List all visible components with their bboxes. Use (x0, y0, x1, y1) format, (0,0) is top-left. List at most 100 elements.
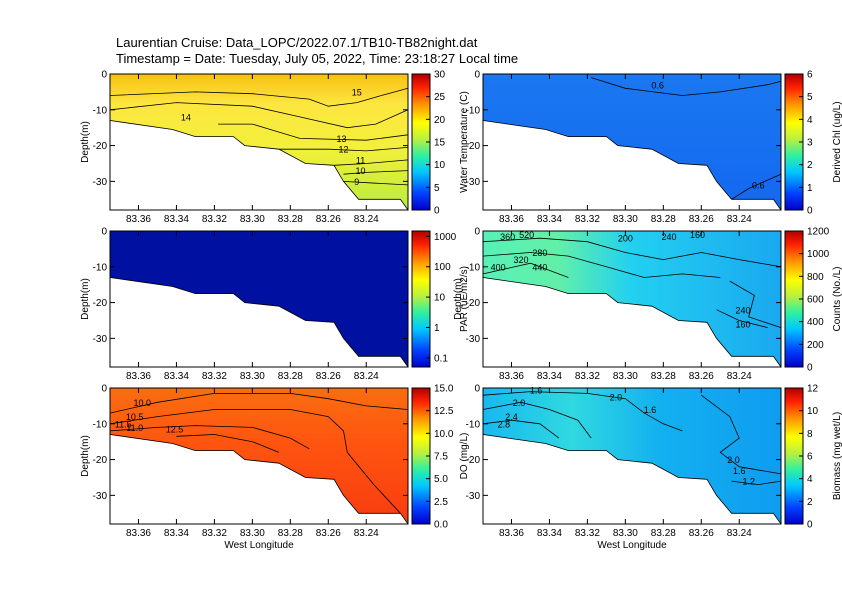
x-tick-label: 83.32 (202, 214, 227, 225)
contour-line (482, 262, 569, 278)
colorbar-tick-label: 400 (807, 317, 824, 328)
seabed-mask (109, 277, 409, 368)
contour-label: 1.6 (530, 385, 543, 395)
contour-line (482, 252, 721, 278)
contour-label: 0.6 (651, 80, 664, 90)
colorbar-tick-label: 1000 (434, 232, 457, 243)
colorbar-tick-label: 3 (807, 138, 813, 149)
y-tick-label: -30 (93, 491, 108, 502)
colorbar-tick-label: 2.5 (434, 497, 448, 508)
y-tick-label: -30 (466, 177, 481, 188)
x-tick-label: 83.26 (689, 214, 714, 225)
y-tick-label: -30 (466, 491, 481, 502)
colorbar-tick-label: 0 (807, 206, 813, 217)
colorbar-tick-label: 4 (807, 474, 813, 485)
colorbar-tick-label: 4 (807, 115, 813, 126)
colorbar (411, 230, 431, 368)
colorbar-tick-label: 0 (434, 206, 440, 217)
x-tick-label: 83.26 (316, 371, 341, 382)
y-tick-label: 0 (101, 384, 107, 395)
contour-label: 0.6 (752, 181, 765, 191)
seabed-mask (482, 120, 782, 211)
x-tick-label: 83.30 (613, 528, 638, 539)
contour-line (278, 147, 409, 152)
colorbar-label: DO (mg/L) (459, 433, 470, 480)
y-tick-label: -30 (93, 334, 108, 345)
x-tick-label: 83.36 (499, 528, 524, 539)
colorbar-label: Counts (No./L) (832, 266, 842, 331)
plot-frame (482, 73, 782, 211)
x-tick-label: 83.32 (202, 371, 227, 382)
x-tick-label: 83.24 (727, 371, 752, 382)
colorbar-tick-label: 5.0 (434, 474, 448, 485)
x-tick-label: 83.34 (537, 371, 562, 382)
colorbar-tick-label: 1200 (807, 227, 830, 238)
colorbar-tick-label: 100 (434, 262, 451, 273)
panel-do: 10.0 10.511.011.5 12.5 83.36 83.34 83.32 83.30… (80, 384, 470, 552)
y-axis-label: Depth(m) (80, 435, 91, 477)
contour-label: 1.2 (742, 477, 755, 487)
x-tick-label: 83.36 (126, 371, 151, 382)
y-axis-label: Depth(m) (80, 121, 91, 163)
x-axis-label: West Longitude (597, 540, 667, 551)
y-tick-label: -10 (93, 105, 108, 116)
plot-frame (482, 387, 782, 525)
plot-frame (109, 387, 409, 525)
contour-line (109, 102, 409, 129)
contour-label: 10.5 (126, 412, 144, 422)
contour-label: 11.0 (126, 423, 143, 433)
x-tick-label: 83.32 (575, 371, 600, 382)
panel-derived-chl: 0.6 0.6 83.36 83.34 83.32 83.30 83.28 83.26 83.2… (466, 70, 842, 226)
seabed-mask (109, 434, 409, 525)
contour-line (482, 419, 560, 439)
colorbar-tick-label: 2 (807, 497, 813, 508)
colorbar-tick-label: 15.0 (434, 384, 454, 395)
contour-label: 240 (736, 305, 751, 315)
colorbar-tick-label: 10 (434, 160, 446, 171)
colorbar-tick-label: 0.1 (434, 353, 448, 364)
colorbar-tick-label: 12 (807, 384, 819, 395)
colorbar-tick-label: 6 (807, 70, 813, 81)
contour-label: 10 (356, 166, 366, 176)
x-tick-label: 83.34 (164, 528, 189, 539)
x-tick-label: 83.26 (689, 371, 714, 382)
y-tick-label: -20 (466, 298, 481, 309)
contour-line (343, 181, 409, 186)
contour-label: 400 (491, 262, 506, 272)
colorbar-tick-label: 15 (434, 138, 446, 149)
colorbar-tick-label: 10 (434, 293, 446, 304)
contour-label: 440 (532, 262, 547, 272)
x-tick-label: 83.32 (575, 214, 600, 225)
y-tick-label: 0 (101, 70, 107, 81)
x-tick-label: 83.32 (575, 528, 600, 539)
panel-counts: 360 520 200 240 160 440 400 320 280 240 160 83.36 83… (453, 227, 842, 383)
x-axis-label: West Longitude (224, 540, 294, 551)
y-tick-label: 0 (101, 227, 107, 238)
plot-frame (109, 230, 409, 368)
y-axis-label: Depth(m) (453, 278, 464, 320)
seabed-mask (482, 277, 782, 368)
contour-label: 240 (661, 232, 676, 242)
y-tick-label: -30 (466, 334, 481, 345)
x-tick-label: 83.28 (278, 214, 303, 225)
colorbar-tick-label: 12.5 (434, 406, 454, 417)
colorbar-tick-label: 8 (807, 429, 813, 440)
colorbar-label: PAR (uE/m2/s) (459, 266, 470, 332)
contour-label: 2.8 (498, 419, 511, 429)
x-tick-label: 83.36 (499, 371, 524, 382)
seabed-mask (109, 120, 409, 211)
contour-label: 1.6 (644, 405, 657, 415)
colorbar-tick-label: 10.0 (434, 429, 454, 440)
x-tick-label: 83.34 (537, 528, 562, 539)
colorbar-tick-label: 30 (434, 70, 446, 81)
contour-line (109, 425, 310, 450)
contour-line (591, 77, 782, 96)
x-tick-label: 83.28 (278, 371, 303, 382)
colorbar-tick-label: 0 (807, 520, 813, 531)
y-tick-label: 0 (474, 384, 480, 395)
colorbar-tick-label: 25 (434, 92, 446, 103)
contour-label: 280 (532, 248, 547, 258)
x-tick-label: 83.30 (613, 214, 638, 225)
contour-label: 14 (181, 113, 191, 123)
